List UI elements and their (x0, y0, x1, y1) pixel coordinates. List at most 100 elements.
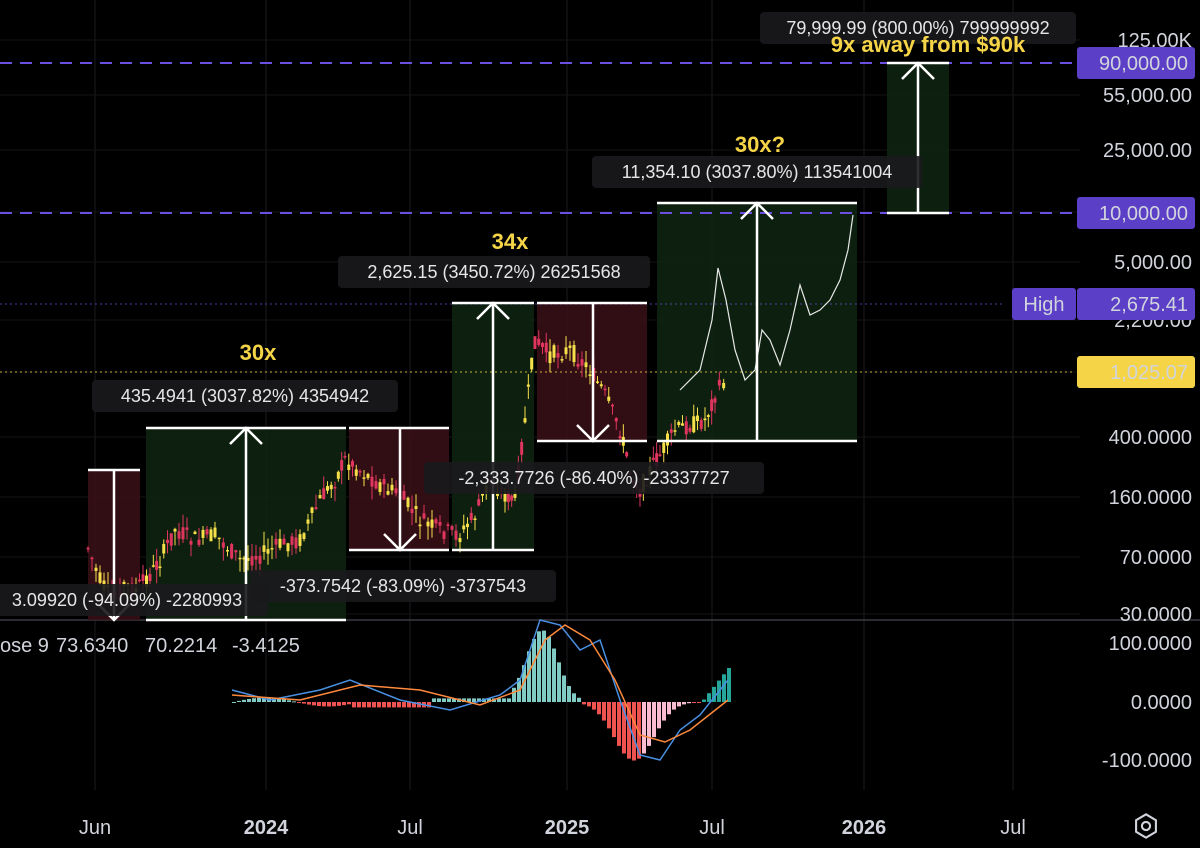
measure-label: -373.7542 (-83.09%) -3737543 (280, 576, 526, 596)
settings-gear-icon[interactable] (1132, 812, 1160, 840)
candle-body (394, 488, 398, 494)
candle-body (250, 556, 254, 566)
time-tick: Jun (79, 817, 111, 839)
time-tick: 2025 (545, 817, 590, 839)
candle-body (382, 478, 386, 485)
macd-bar (377, 702, 381, 708)
macd-bar (467, 698, 471, 702)
candle-body (688, 427, 692, 432)
candle-body (611, 404, 614, 407)
macd-bar (277, 698, 281, 702)
macd-bar (647, 702, 651, 746)
macd-tick: 100.0000 (1109, 633, 1192, 655)
candle-body (322, 488, 326, 500)
candle-body (556, 353, 560, 358)
macd-bar (282, 699, 286, 702)
candle-body (141, 574, 145, 581)
macd-bar (317, 702, 321, 707)
macd-bar (657, 702, 661, 729)
candle-body (576, 363, 580, 367)
measure-label: -2,333.7726 (-86.40%) -23337727 (458, 468, 729, 488)
price-tick: 70.0000 (1120, 547, 1192, 569)
macd-bar (552, 648, 556, 702)
candle-body (148, 573, 152, 582)
candle-body (462, 525, 466, 530)
candle-body (603, 388, 607, 391)
measure-arrow-head (740, 201, 774, 220)
macd-bar (692, 702, 696, 703)
candle-body (217, 537, 221, 540)
macd-tick: -100.0000 (1102, 750, 1192, 772)
measure-label: 435.4941 (3037.82%) 4354942 (121, 386, 369, 406)
macd-bar (337, 702, 341, 706)
candle-body (374, 481, 378, 489)
candle-body (221, 542, 225, 548)
macd-bar (232, 702, 236, 703)
high-label-tag (1012, 288, 1076, 320)
macd-bar (357, 702, 361, 708)
macd-bar (612, 702, 616, 738)
macd-bar (287, 700, 291, 702)
price-label: 2,675.41 (1110, 294, 1188, 316)
measure-arrow-head (576, 424, 610, 443)
candle-body (662, 442, 666, 453)
candle-body (173, 528, 177, 532)
candle-body (722, 382, 726, 389)
candle-body (530, 357, 534, 370)
candle-body (290, 536, 294, 545)
measure-label: 2,625.15 (3450.72%) 26251568 (367, 262, 620, 282)
candle-body (618, 436, 622, 439)
macd-bar (257, 697, 261, 702)
macd-bar (582, 702, 586, 705)
candle-body (580, 359, 584, 366)
macd-bar (672, 702, 676, 710)
macd-bar (362, 702, 366, 708)
macd-bar (507, 698, 511, 702)
candle-body (681, 423, 684, 426)
macd-legend-value: 70.2214 (145, 635, 217, 657)
candle-body (166, 539, 169, 544)
price-label-tag (1077, 356, 1195, 388)
macd-bar (367, 702, 371, 708)
price-tick: 30.0000 (1120, 604, 1192, 626)
macd-bar (687, 702, 691, 704)
candle-body (90, 557, 94, 560)
candle-body (343, 455, 347, 458)
candle-body (669, 429, 673, 433)
candle-body (238, 557, 242, 560)
candle-body (209, 529, 213, 542)
macd-bar (477, 698, 481, 702)
macd-bar (402, 702, 406, 708)
candle-body (122, 581, 126, 586)
candle-body (177, 531, 181, 539)
candle-body (406, 497, 410, 508)
candle-body (386, 491, 390, 495)
time-axis: Jun 2024 Jul 2025 Jul 2026 Jul (79, 817, 1026, 839)
candle-body (370, 476, 374, 487)
candle-body (402, 491, 406, 500)
candle-body (340, 460, 344, 471)
measure-label-bg (0, 584, 268, 616)
macd-bar (342, 702, 346, 706)
macd-legend-value: -3.4125 (232, 635, 300, 657)
candle-body (560, 359, 564, 361)
candle-body (155, 560, 159, 570)
candle-body (523, 418, 527, 423)
measure-label-bg (424, 462, 764, 494)
price-label: 10,000.00 (1099, 203, 1188, 225)
macd-bar (397, 702, 401, 708)
macd-bar (387, 702, 391, 708)
candle-body (242, 557, 246, 560)
price-tick: 25,000.00 (1103, 140, 1192, 162)
macd-bar (597, 702, 601, 715)
macd-bar (682, 702, 686, 705)
macd-bar (622, 702, 626, 754)
candle-body (270, 547, 274, 550)
candle-body (145, 575, 148, 587)
candle-body (434, 519, 438, 524)
macd-bar (432, 698, 436, 702)
macd-bar (667, 702, 671, 715)
measure-label-bg (250, 570, 556, 602)
price-label: 1,025.07 (1110, 362, 1188, 384)
